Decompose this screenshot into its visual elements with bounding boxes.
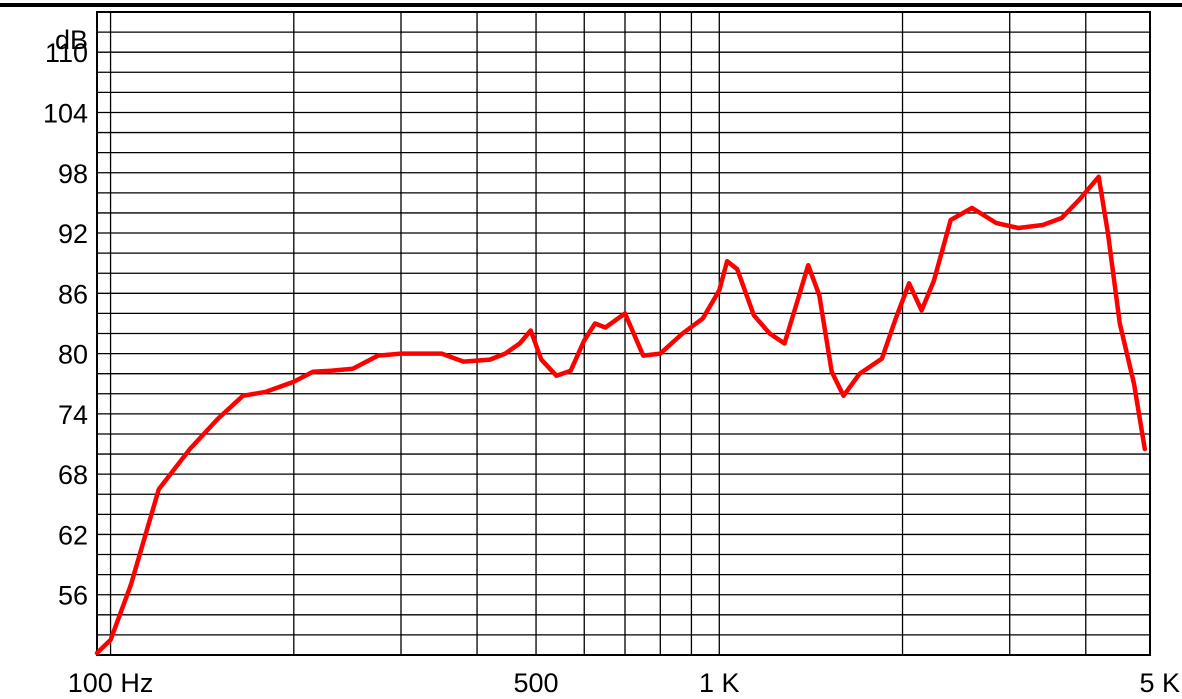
y-tick-label: 56 (58, 581, 88, 611)
y-tick-label: 80 (58, 340, 88, 370)
y-tick-label: 110 (45, 38, 88, 68)
y-tick-label: 74 (58, 400, 88, 430)
y-axis-unit-label: dB (55, 25, 88, 55)
y-axis-tick-labels: 56 62 68 74 80 86 92 98 104 110 (43, 38, 88, 611)
x-tick-label: 100 Hz (68, 668, 154, 698)
y-tick-label: 92 (58, 219, 88, 249)
x-tick-label: 500 (514, 668, 559, 698)
x-tick-label: 1 K (699, 668, 740, 698)
x-tick-label: 5 K (1139, 668, 1180, 698)
grid-lines (97, 12, 1150, 655)
y-tick-label: 62 (58, 520, 88, 550)
y-tick-label: 104 (43, 98, 88, 128)
y-tick-label: 86 (58, 279, 88, 309)
frequency-response-line (94, 174, 1148, 656)
y-tick-label: 68 (58, 460, 88, 490)
y-tick-label: 98 (58, 159, 88, 189)
plot-area-frame (96, 11, 1151, 656)
x-axis-tick-labels: 100 Hz 500 1 K 5 K (68, 668, 1180, 698)
